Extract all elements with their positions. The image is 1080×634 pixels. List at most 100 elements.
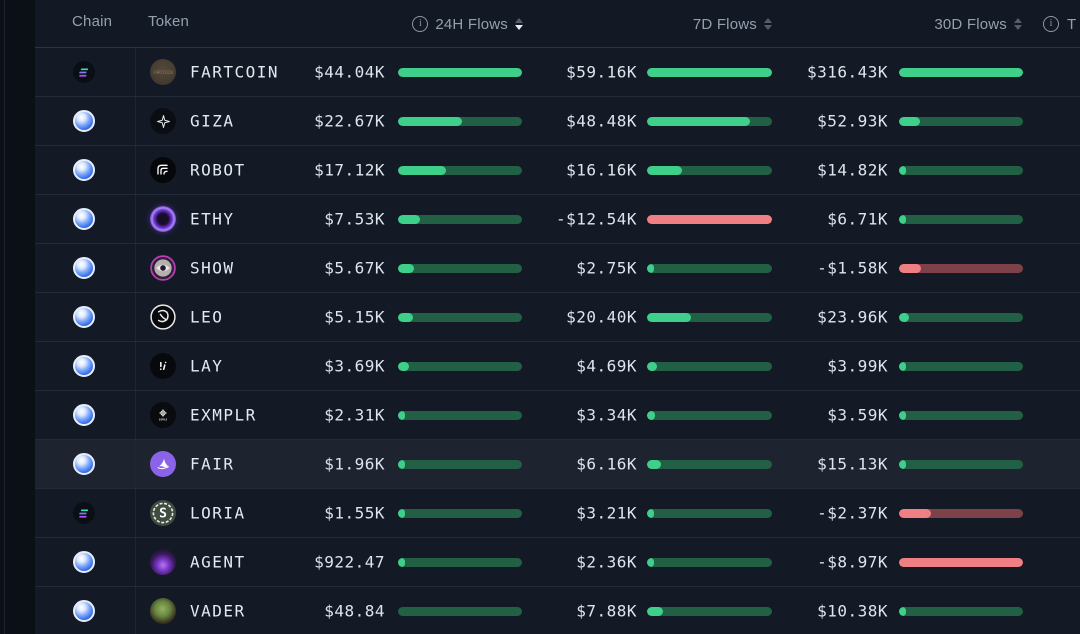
flow-bar-positive (398, 215, 522, 224)
token-name: GIZA (190, 111, 235, 131)
column-divider (135, 587, 136, 634)
flow-bar-fill (647, 313, 691, 322)
flow-bar-fill (398, 558, 405, 567)
chain-icon-blue-sphere (73, 551, 95, 573)
flow-bar-positive (899, 460, 1023, 469)
sort-control-24h[interactable] (515, 17, 523, 31)
clipped-right-column-header[interactable]: i T (1043, 0, 1076, 48)
flow-bar-positive (899, 68, 1023, 77)
token-name: VADER (190, 601, 246, 621)
token-icon-vader (150, 598, 176, 624)
token-name: LEO (190, 307, 224, 327)
flow-bar-fill (398, 264, 415, 273)
left-gutter (0, 0, 35, 634)
flow-bar-positive (647, 607, 772, 616)
flow-value: $59.16K (566, 62, 637, 82)
flow-bar-positive (398, 166, 522, 175)
flow-bar-fill (647, 558, 654, 567)
column-divider (135, 244, 136, 292)
flow-value: $14.82K (817, 160, 888, 180)
flows-7d-label: 7D Flows (692, 15, 757, 33)
table-row-show[interactable]: SHOW $5.67K $2.75K -$1.58K (35, 244, 1080, 293)
token-icon-lay (150, 353, 176, 379)
table-row-leo[interactable]: LEO $5.15K $20.40K $23.96K (35, 293, 1080, 342)
token-name: FARTCOIN (190, 62, 280, 82)
table-row-ethy[interactable]: ETHY $7.53K -$12.54K $6.71K (35, 195, 1080, 244)
flow-bar-fill (899, 215, 906, 224)
flow-bar-fill (398, 215, 421, 224)
column-divider (135, 489, 136, 537)
table-row-exmplr[interactable]: EXMPLR EXMPLR $2.31K $3.34K $3.59K (35, 391, 1080, 440)
flow-value: $3.69K (324, 356, 385, 376)
table-row-fair[interactable]: FAIR $1.96K $6.16K $15.13K (35, 440, 1080, 489)
flow-value: $48.84 (324, 601, 385, 621)
token-icon-leo (150, 304, 176, 330)
table-row-loria[interactable]: S LORIA $1.55K $3.21K -$2.37K (35, 489, 1080, 538)
column-divider (135, 538, 136, 586)
flow-bar-fill (398, 362, 410, 371)
chain-icon-blue-sphere (73, 257, 95, 279)
flow-bar-positive (647, 411, 772, 420)
flow-bar-positive (647, 166, 772, 175)
column-divider (135, 146, 136, 194)
flow-bar-positive (398, 68, 522, 77)
flows-24h-column-header[interactable]: i 24H Flows (412, 0, 523, 48)
table-row-giza[interactable]: GIZA $22.67K $48.48K $52.93K (35, 97, 1080, 146)
token-flows-table: Chain Token i 24H Flows 7D Flows 30D Flo… (35, 0, 1080, 634)
table-row-lay[interactable]: LAY $3.69K $4.69K $3.99K (35, 342, 1080, 391)
sort-control-30d[interactable] (1014, 17, 1022, 31)
flow-bar-positive (899, 215, 1023, 224)
flows-30d-column-header[interactable]: 30D Flows (934, 0, 1022, 48)
flow-value: $44.04K (314, 62, 385, 82)
token-icon-exmplr: EXMPLR (150, 402, 176, 428)
flow-bar-positive (899, 362, 1023, 371)
token-column-header: Token (148, 13, 190, 30)
table-row-agent[interactable]: AGENT $922.47 $2.36K -$8.97K (35, 538, 1080, 587)
token-name: EXMPLR (190, 405, 257, 425)
token-icon-agent (150, 549, 176, 575)
info-icon[interactable]: i (412, 16, 429, 32)
flow-bar-positive (647, 558, 772, 567)
flow-bar-positive (398, 509, 522, 518)
flow-bar-positive (647, 362, 772, 371)
flow-bar-fill (647, 166, 682, 175)
flow-value: $3.99K (827, 356, 888, 376)
table-row-fartcoin[interactable]: FARTCOIN FARTCOIN $44.04K $59.16K $316.43K (35, 48, 1080, 97)
flow-bar-fill (398, 68, 522, 77)
flow-value: $10.38K (817, 601, 888, 621)
column-divider (135, 391, 136, 439)
flows-24h-label: 24H Flows (435, 15, 508, 33)
sort-up-icon (1014, 17, 1022, 23)
flow-value: $4.69K (576, 356, 637, 376)
chain-icon-blue-sphere (73, 404, 95, 426)
info-icon[interactable]: i (1043, 16, 1059, 32)
flow-bar-fill (899, 460, 906, 469)
token-icon-ethy (150, 206, 176, 232)
flow-bar-fill (899, 166, 906, 175)
flows-7d-column-header[interactable]: 7D Flows (693, 0, 772, 48)
flow-bar-positive (899, 117, 1023, 126)
flow-value: $3.21K (576, 503, 637, 523)
token-name: ROBOT (190, 160, 246, 180)
flow-value: $2.36K (576, 552, 637, 572)
flow-bar-fill (899, 607, 906, 616)
flow-bar-fill (398, 460, 405, 469)
flow-value: $5.67K (324, 258, 385, 278)
flow-bar-positive (398, 411, 522, 420)
flow-bar-fill (647, 117, 750, 126)
table-row-vader[interactable]: VADER $48.84 $7.88K $10.38K (35, 587, 1080, 634)
flow-bar-positive (398, 117, 522, 126)
flow-bar-fill (899, 362, 906, 371)
flow-bar-positive (647, 68, 772, 77)
sort-control-7d[interactable] (764, 17, 772, 31)
column-divider (135, 293, 136, 341)
column-divider (135, 440, 136, 488)
sort-up-icon (515, 17, 523, 23)
chain-icon-blue-sphere (73, 110, 95, 132)
flow-value: $1.96K (324, 454, 385, 474)
flow-bar-positive (647, 460, 772, 469)
flow-bar-fill (398, 166, 447, 175)
flow-bar-positive (647, 264, 772, 273)
flow-value: $922.47 (314, 552, 385, 572)
table-row-robot[interactable]: ROBOT $17.12K $16.16K $14.82K (35, 146, 1080, 195)
